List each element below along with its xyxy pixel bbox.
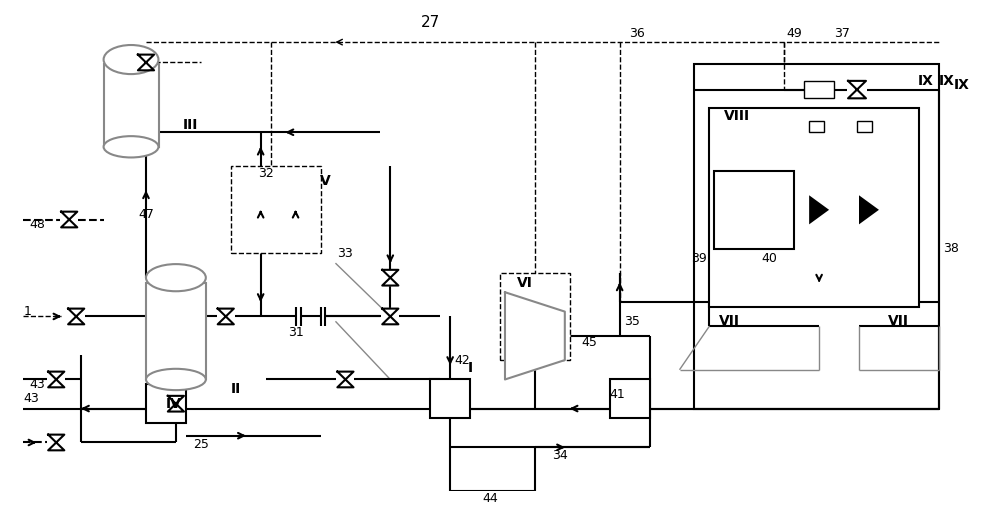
Bar <box>809 121 824 132</box>
Bar <box>146 282 206 379</box>
Polygon shape <box>382 309 398 324</box>
Text: IX: IX <box>954 78 970 92</box>
Bar <box>500 273 570 360</box>
Text: 49: 49 <box>786 27 802 40</box>
Text: 1: 1 <box>23 305 31 318</box>
Ellipse shape <box>146 264 206 291</box>
Text: II: II <box>231 382 241 396</box>
Text: 39: 39 <box>692 252 707 265</box>
Text: VII: VII <box>719 314 740 328</box>
Text: IX: IX <box>939 74 955 88</box>
Text: 43: 43 <box>23 392 39 406</box>
Text: VI: VI <box>517 276 533 289</box>
Bar <box>714 171 794 248</box>
Text: 41: 41 <box>610 388 626 401</box>
Text: 44: 44 <box>482 492 498 505</box>
Polygon shape <box>848 81 866 98</box>
Text: 45: 45 <box>582 336 598 349</box>
Polygon shape <box>68 309 84 324</box>
Polygon shape <box>48 435 64 450</box>
Polygon shape <box>218 309 234 324</box>
Text: 32: 32 <box>258 168 274 180</box>
Bar <box>231 166 320 254</box>
Bar <box>430 379 470 418</box>
Text: III: III <box>183 119 199 132</box>
Ellipse shape <box>146 369 206 390</box>
Text: 37: 37 <box>834 27 850 40</box>
Ellipse shape <box>104 45 158 74</box>
Text: 27: 27 <box>421 15 440 30</box>
Text: 34: 34 <box>552 448 568 462</box>
Text: 31: 31 <box>288 326 303 339</box>
Text: 43: 43 <box>29 378 45 391</box>
Bar <box>146 384 186 423</box>
Text: 36: 36 <box>629 27 644 40</box>
Polygon shape <box>809 195 829 224</box>
Text: 25: 25 <box>193 438 209 451</box>
Text: IX: IX <box>918 74 934 88</box>
Text: 39: 39 <box>751 204 767 216</box>
Polygon shape <box>337 372 354 387</box>
Text: VIII: VIII <box>724 109 750 123</box>
Text: 40: 40 <box>761 252 777 265</box>
Text: 47: 47 <box>138 208 154 221</box>
Text: I: I <box>468 361 473 375</box>
Polygon shape <box>505 292 565 379</box>
Bar <box>694 65 939 409</box>
Polygon shape <box>48 372 64 387</box>
Text: 33: 33 <box>338 247 353 260</box>
Text: 38: 38 <box>943 242 959 255</box>
Ellipse shape <box>104 136 158 158</box>
Polygon shape <box>382 270 398 285</box>
Polygon shape <box>138 55 154 70</box>
Text: 35: 35 <box>624 315 640 328</box>
Bar <box>804 81 834 98</box>
Bar <box>857 121 872 132</box>
Text: 42: 42 <box>454 354 470 367</box>
Polygon shape <box>61 212 77 227</box>
Text: 48: 48 <box>29 218 45 231</box>
Bar <box>104 65 159 147</box>
Polygon shape <box>168 396 184 412</box>
Polygon shape <box>859 195 879 224</box>
Text: 46: 46 <box>148 407 164 420</box>
Text: VII: VII <box>888 314 909 328</box>
Bar <box>709 108 919 307</box>
Text: IV: IV <box>166 397 182 411</box>
Text: V: V <box>320 174 331 188</box>
Bar <box>610 379 650 418</box>
